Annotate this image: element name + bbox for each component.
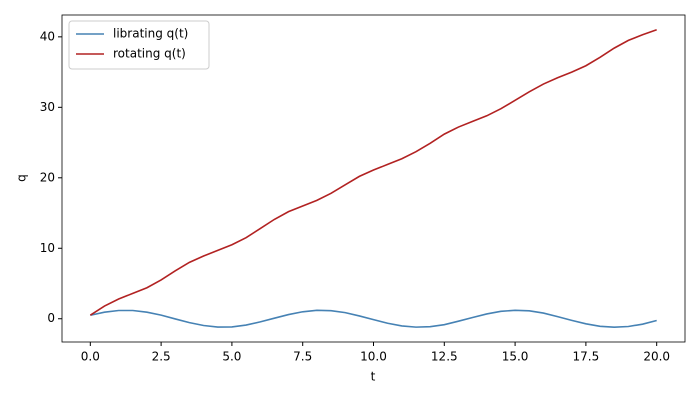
x-tick-label: 0.0: [81, 350, 100, 364]
y-tick-label: 40: [40, 29, 55, 43]
legend-label: librating q(t): [113, 27, 188, 41]
y-tick-label: 0: [47, 311, 55, 325]
legend-box: [68, 20, 210, 70]
x-tick-label: 12.5: [431, 350, 458, 364]
y-tick-label: 20: [40, 170, 55, 184]
x-tick-label: 17.5: [573, 350, 600, 364]
x-tick-label: 2.5: [152, 350, 171, 364]
y-tick-label: 30: [40, 100, 55, 114]
series-line: [89, 29, 657, 316]
series-line: [90, 309, 657, 329]
x-tick-label: 15.0: [502, 350, 529, 364]
x-tick-label: 10.0: [360, 350, 387, 364]
y-axis-label: q: [15, 174, 29, 182]
x-tick-label: 5.0: [222, 350, 241, 364]
y-tick-label: 10: [40, 241, 55, 255]
x-tick-label: 20.0: [643, 350, 670, 364]
axes-frame: [61, 14, 686, 343]
x-axis-label: t: [371, 370, 376, 384]
legend-label: rotating q(t): [113, 47, 186, 61]
x-tick-label: 7.5: [293, 350, 312, 364]
